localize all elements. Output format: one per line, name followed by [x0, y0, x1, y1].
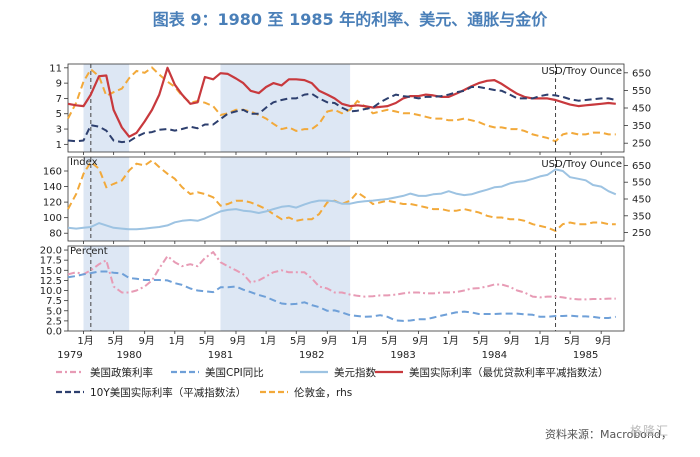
gold-line [67, 66, 616, 143]
y-right-tick-label: 650 [632, 161, 651, 172]
x-year-label: 1981 [208, 350, 233, 361]
y-right-tick-label: 250 [632, 228, 651, 239]
series-line-tenY [67, 86, 617, 144]
y-left-tick-label: 160 [43, 167, 62, 178]
x-tick-label: 9月 [595, 335, 611, 347]
x-year-label: 1979 [57, 350, 82, 361]
x-tick-label: 5月 [473, 335, 489, 347]
y-left-tick-label: 0.0 [46, 327, 62, 338]
y-right-tick-label: 350 [632, 121, 651, 132]
y-left-tick-label: 12.5 [40, 276, 62, 287]
x-year-label: 1983 [390, 350, 415, 361]
x-tick-label: 5月 [199, 335, 215, 347]
y-left-tick-label: 120 [43, 198, 62, 209]
y-right-tick-label: 550 [632, 86, 651, 97]
y-left-tick-label: 10.0 [40, 286, 62, 297]
x-tick-label: 1月 [169, 335, 185, 347]
y-left-tick-label: 17.5 [40, 256, 62, 267]
y-right-tick-label: 650 [632, 68, 651, 79]
y-right-tick-label: 250 [632, 139, 651, 150]
y-left-tick-label: 20.0 [40, 246, 62, 257]
x-tick-label: 9月 [139, 335, 155, 347]
x-tick-label: 9月 [321, 335, 337, 347]
legend-label: 美元指数 [334, 366, 376, 379]
y-left-tick-label: 11 [49, 63, 62, 74]
x-tick-label: 9月 [412, 335, 428, 347]
y-left-tick-label: 1 [56, 140, 62, 151]
gold-line [67, 159, 616, 233]
source-note: 资料来源：Macrobond， [545, 428, 672, 441]
y-left-tick-label: 7.5 [46, 296, 62, 307]
y-left-tick-label: 7 [56, 94, 62, 105]
x-tick-label: 1月 [534, 335, 550, 347]
series-line-cpi [67, 270, 616, 322]
x-tick-label: 5月 [107, 335, 123, 347]
x-tick-label: 5月 [290, 335, 306, 347]
y-left-tick-label: 9 [56, 79, 62, 90]
y-left-tick-label: 140 [43, 182, 62, 193]
y-left-tick-label: 100 [43, 213, 62, 224]
legend-label: 伦敦金，rhs [294, 386, 352, 399]
panel-frame-policy-cpi [67, 245, 625, 332]
x-year-label: 1980 [116, 350, 141, 361]
watermark: 格隆汇 [630, 424, 670, 438]
chart-title: 图表 9：1980 至 1985 年的利率、美元、通胀与金价 [152, 10, 548, 29]
y-left-tick-label: 2.5 [46, 316, 62, 327]
panel-right-label: USD/Troy Ounce [541, 159, 622, 170]
x-tick-label: 5月 [381, 335, 397, 347]
series-line-real [67, 66, 616, 138]
x-tick-label: 9月 [230, 335, 246, 347]
y-left-tick-label: 5.0 [46, 306, 62, 317]
y-left-tick-label: 15.0 [40, 266, 62, 277]
y-left-tick-label: 5 [56, 109, 62, 120]
x-tick-label: 5月 [564, 335, 580, 347]
x-tick-label: 1月 [351, 335, 367, 347]
recession-shade [220, 157, 351, 241]
x-tick-label: 1月 [77, 335, 93, 347]
y-left-tick-label: 3 [56, 125, 62, 136]
series-line-policy [67, 251, 616, 301]
x-tick-label: 1月 [260, 335, 276, 347]
y-right-tick-label: 350 [632, 211, 651, 222]
legend-label: 美国CPI同比 [205, 366, 264, 379]
x-tick-label: 9月 [504, 335, 520, 347]
panel-corner-label: Index [70, 157, 98, 168]
x-tick-label: 1月 [443, 335, 459, 347]
y-right-tick-label: 550 [632, 178, 651, 189]
series-line-usd [67, 168, 617, 231]
y-right-tick-label: 450 [632, 104, 651, 115]
panel-right-label: USD/Troy Ounce [541, 66, 622, 77]
legend-label: 10Y美国实际利率（平减指数法） [90, 386, 246, 399]
x-year-label: 1984 [482, 350, 507, 361]
panel-corner-label: Percent [70, 246, 108, 257]
y-left-tick-label: 80 [49, 229, 62, 240]
x-year-label: 1982 [299, 350, 324, 361]
recession-shade [220, 64, 351, 152]
legend-label: 美国政策利率 [90, 366, 153, 379]
legend-label: 美国实际利率（最优贷款利率平减指数法） [409, 366, 609, 379]
x-year-label: 1985 [573, 350, 598, 361]
y-right-tick-label: 450 [632, 195, 651, 206]
